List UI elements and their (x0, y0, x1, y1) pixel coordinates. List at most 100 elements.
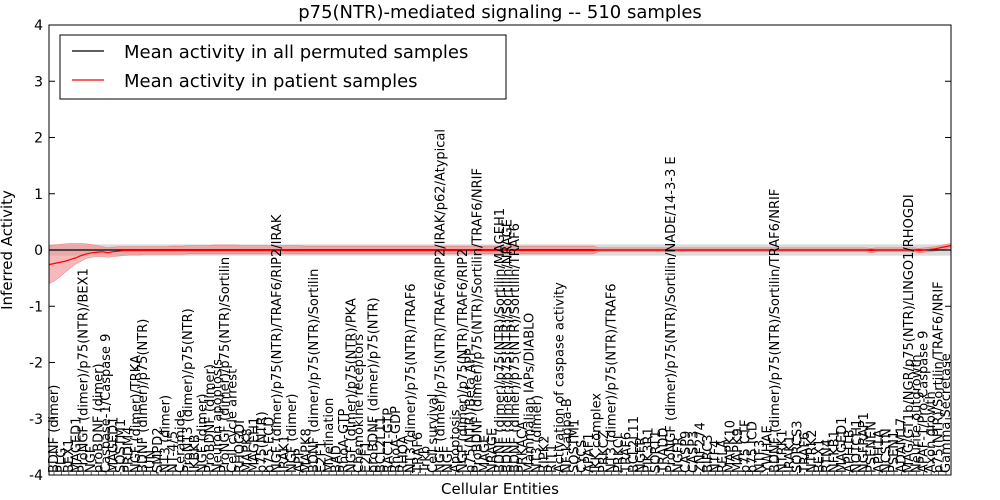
x-tick-label: YWHAE (761, 425, 776, 474)
x-tick-label: SQSTM1 (114, 419, 129, 473)
x-tick-label: NGF (84, 446, 99, 473)
x-tick-label: NTF4 (709, 440, 724, 473)
x-tick-label: Neuron apoptosis (211, 359, 226, 473)
x-tick-label: NGF (dimer) (196, 394, 211, 473)
x-tick-label: NT-4/5 (166, 431, 181, 473)
x-tick-label: Apoptosis (448, 409, 463, 473)
x-tick-label: TRAF6 (619, 432, 634, 474)
x-tick-label: IKK complex (590, 393, 605, 473)
x-tick-label: APP (292, 448, 307, 473)
x-tick-label: E2F1 (315, 441, 330, 473)
x-tick-label: BIRC3 (701, 435, 716, 474)
x-tick-label: PLG (54, 448, 69, 473)
x-tick-label: CYCS (575, 440, 590, 473)
x-tick-label: NT3 (dimer) (530, 395, 545, 473)
chart-title: p75(NTR)-mediated signaling -- 510 sampl… (298, 2, 702, 23)
x-tick-label: PRKCZ (597, 430, 612, 473)
x-tick-label: BDNF (dimer) (47, 385, 62, 473)
x-tick-label: NT3 (dimer) (159, 395, 174, 473)
x-tick-label: RhoA-GTP (337, 408, 352, 473)
x-tick-label: NRAGE (486, 428, 501, 473)
x-tick-label: BDNF (dimer)/p75(NTR) (136, 319, 151, 473)
x-tick-label: APAF-1/Pro-Caspase 9 (917, 331, 932, 473)
x-tick-label: NGF (dimer)/p75(NTR)/TRAF6/RIP2/IRAK (270, 214, 285, 473)
x-tick-label: RELA (716, 439, 731, 473)
x-tick-label: ADAM17 (894, 418, 909, 473)
x-tick-label: BDNF (dimer)/p75(NTR)/Sortilin/NRAGE (500, 219, 515, 473)
x-tick-label: ProNGF (dimer)/p75(NTR)/BEX1 (77, 268, 92, 473)
x-tick-label: NGF (dimer)/TRKA (129, 355, 144, 473)
x-tick-label: BCL2L11 (627, 416, 642, 473)
x-tick-label: ProBDNF (dimer)/p75(NTR)/Sortilin/TRAF6/… (471, 168, 486, 473)
x-tick-label: IRAK1 (783, 435, 798, 473)
x-tick-label: Cell survival (426, 394, 441, 473)
x-tick-label: Neurite outgrowth (909, 354, 924, 473)
x-tick-label: IKBKB (188, 434, 203, 473)
x-tick-label: NCSTN (880, 428, 895, 473)
x-tick-label: NGFRAP1 (857, 412, 872, 473)
y-tick-label: 0 (34, 243, 43, 259)
x-tick-label: PSENEN (865, 421, 880, 473)
x-tick-label: SMPD2 (151, 427, 166, 473)
x-tick-label: NTRK1 (775, 430, 790, 474)
y-axis-label: Inferred Activity (0, 190, 16, 310)
x-tick-label: APAF1 (582, 432, 597, 473)
x-tick-label: RHOGDI (233, 420, 248, 473)
x-tick-label: ZNF274 (694, 422, 709, 473)
x-tick-label: APH1B (842, 429, 857, 473)
x-tick-label: RIPK2 (538, 435, 553, 473)
y-tick-label: -4 (29, 468, 43, 484)
y-tick-label: -2 (29, 356, 43, 372)
x-tick-label: proBDNF (dimer)/p75(NTR) (367, 297, 382, 473)
x-tick-label: p75(NTR)/Sortilin/TRAF6/NRIF (932, 281, 947, 473)
series-lines (48, 244, 952, 266)
x-tick-label: BAD (329, 445, 344, 473)
x-tick-label: Myelination (322, 398, 337, 473)
x-tick-label: ProNT3 (dimer)/p75(NTR) (181, 308, 196, 473)
x-tick-label: NT3 (dimer)/p75(NTR)/TRAF6 (404, 283, 419, 473)
x-tick-label: NGF (dimer)/p75(NTR)/TRAF6/RIP2 (456, 249, 471, 473)
x-tick-label: Gamma Secretase (939, 353, 954, 473)
x-tick-label: TRADD (657, 428, 672, 474)
y-tick-label: 3 (34, 74, 43, 90)
x-tick-label: p75(NTR) (255, 411, 270, 473)
x-tick-label: TRAF6 (411, 432, 426, 474)
x-tick-label: MAGED1 (835, 417, 850, 473)
x-tick-label: p75 ICD (746, 421, 761, 473)
x-tick-label: Trkb (419, 446, 434, 474)
x-tick-label: ProNGF (dimer)/p75(NTR)/Sortilin (218, 257, 233, 473)
legend: Mean activity in all permuted samples Me… (59, 34, 507, 100)
x-tick-label: p75 CTF (738, 420, 753, 473)
x-tick-label: BDNF (dimer)/p75(NTR)/Sortilin/TRAF6/NRI… (768, 189, 783, 473)
x-tick-label: APH1A (872, 429, 887, 473)
x-tick-label: ProNGF (dimer)/p75(NTR)/Sortilin/NADE/14… (664, 156, 679, 473)
x-tick-label: MAGED1 (106, 417, 121, 473)
x-tick-label: RHOA (396, 435, 411, 473)
x-tick-label: TRAF6 (798, 432, 813, 474)
x-tick-label: proBDNF (dimer) (92, 363, 107, 473)
x-tick-label: Axon growth (924, 391, 939, 473)
x-tick-label: PRDM4 (121, 427, 136, 473)
x-tick-label: MAGED1 (69, 417, 84, 473)
x-tick-label: IRAK1 (277, 435, 292, 473)
patient-mean-line (48, 244, 952, 266)
x-tick-label: NGF (dimer)/p75(NTR)/PKA (344, 298, 359, 473)
x-tick-label: MAG/GT1b/NGR/p75(NTR)/LINGO1/RHOGDI (902, 194, 917, 473)
x-tick-label: CASP3 (686, 431, 701, 473)
x-tick-label: CASP9 (679, 431, 694, 473)
x-tick-label: BDNF (dimer)/p75(NTR)/Sortilin/TRAF6 (508, 223, 523, 473)
y-tick-label: 1 (34, 187, 43, 203)
x-tick-label: Mammalian IAPs/DIABLO (523, 313, 538, 473)
x-tick-label: PRKCI (612, 435, 627, 473)
x-tick-label: NGF (441, 446, 456, 473)
x-tick-label: p75(NTR)/Beta APP (463, 348, 478, 473)
legend-box (59, 34, 507, 100)
x-tick-label: MAPK10 (723, 420, 738, 473)
x-tick-label: p75 ECD (263, 417, 278, 473)
x-tick-label: BEX1 (62, 439, 77, 473)
x-tick-label: PIK3R1 (642, 427, 657, 473)
legend-label-patient: Mean activity in patient samples (124, 71, 418, 92)
x-tick-label: MAGE (478, 435, 493, 473)
